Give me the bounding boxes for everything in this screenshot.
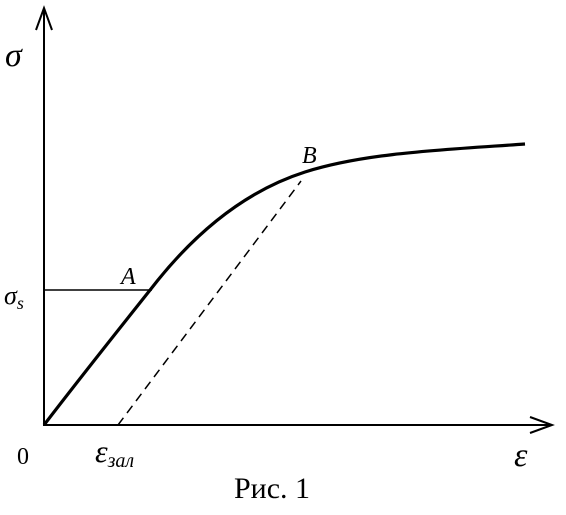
residual-symbol: ε bbox=[95, 433, 108, 469]
caption: Рис. 1 bbox=[234, 472, 310, 505]
unloading-line bbox=[117, 180, 302, 426]
y-axis-arrow bbox=[35, 5, 53, 31]
origin-label: 0 bbox=[17, 444, 29, 470]
residual-subscript: зал bbox=[107, 450, 135, 472]
point-label: B bbox=[302, 143, 317, 169]
residual-label: εзал bbox=[95, 433, 134, 472]
yield-symbol: σ bbox=[4, 281, 18, 310]
yield-subscript: s bbox=[17, 293, 24, 313]
y-axis-label: σ bbox=[5, 37, 23, 74]
stress-strain-curve bbox=[42, 142, 526, 426]
x-axis-label: ε bbox=[514, 437, 528, 474]
x-axis-arrow bbox=[529, 416, 555, 434]
point-label: A bbox=[119, 264, 136, 290]
yield-label: σs bbox=[4, 281, 24, 313]
